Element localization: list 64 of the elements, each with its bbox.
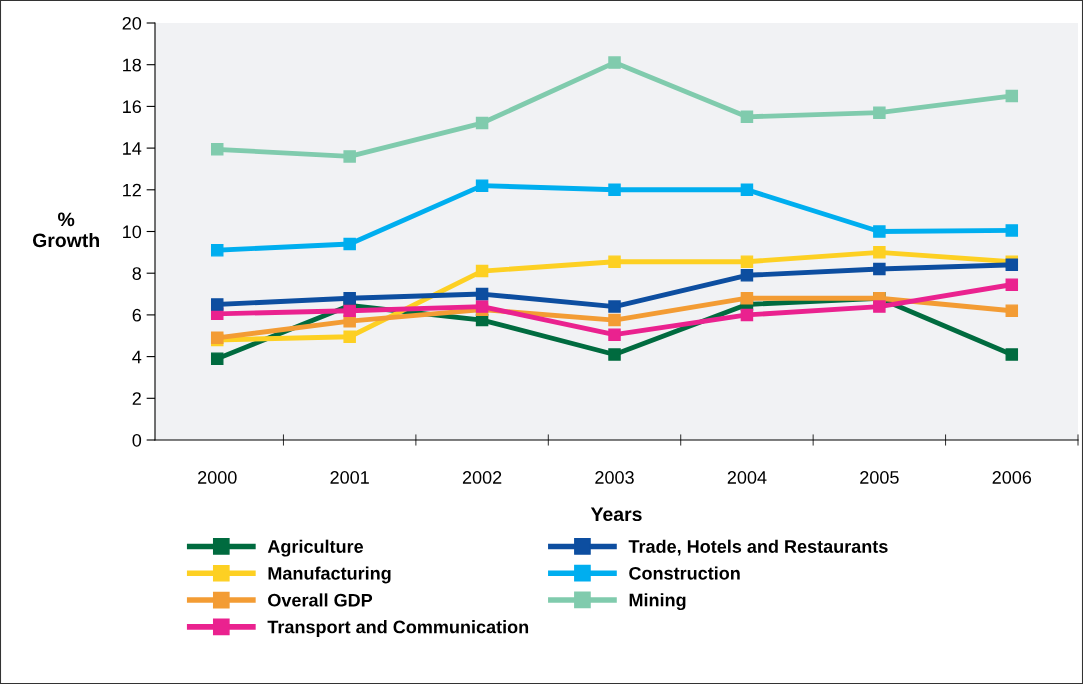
x-tick-label: 2003: [595, 471, 634, 484]
point: [740, 308, 754, 322]
x-tick-label: 2004: [727, 471, 767, 484]
x-tick-label: 2005: [860, 471, 899, 484]
y-tick-label: 10: [123, 225, 142, 239]
x-tick-label: 2001: [330, 471, 369, 484]
point: [475, 264, 489, 278]
x-axis-title: Years: [590, 507, 642, 522]
x-tick-label: 2006: [992, 471, 1032, 484]
point: [475, 179, 489, 192]
point: [608, 183, 621, 197]
legend-label: Trade, Hotels and Restaurants: [628, 539, 888, 556]
point: [475, 116, 489, 130]
y-axis-title: % Growth: [32, 212, 99, 248]
point: [873, 225, 886, 238]
y-tick-label: 18: [123, 58, 142, 72]
point: [1005, 304, 1019, 317]
point: [210, 352, 224, 365]
y-tick-label: 16: [123, 100, 142, 114]
legend-label: Manufacturing: [268, 566, 391, 584]
point: [873, 262, 886, 276]
point: [1005, 278, 1019, 291]
point: [608, 56, 621, 69]
point: [210, 298, 224, 311]
y-tick-label: 0: [132, 433, 142, 447]
point: [740, 269, 754, 282]
point: [343, 150, 356, 163]
point: [608, 255, 621, 268]
legend-label: Construction: [629, 566, 740, 580]
point: [343, 330, 356, 344]
y-tick-label: 2: [132, 392, 141, 405]
point: [608, 328, 621, 341]
y-tick-label: 4: [132, 350, 142, 364]
point: [608, 300, 621, 313]
point: [740, 255, 754, 268]
point: [1005, 224, 1019, 237]
x-tick-label: 2000: [198, 471, 237, 484]
point: [210, 244, 224, 257]
point: [608, 348, 621, 361]
y-tick-label: 14: [123, 142, 142, 155]
point: [475, 287, 489, 301]
y-tick-label: 6: [132, 308, 142, 322]
legend-label: Mining: [629, 593, 686, 611]
point: [873, 246, 886, 259]
y-tick-label: 8: [132, 267, 142, 280]
point: [740, 110, 754, 124]
point: [740, 183, 754, 197]
point: [343, 291, 356, 305]
point: [740, 291, 754, 305]
y-tick-label: 12: [123, 183, 141, 197]
x-tick-label: 2002: [462, 471, 502, 484]
legend-label: Overall GDP: [268, 593, 373, 607]
legend-label: Transport and Communication: [267, 620, 529, 637]
point: [343, 304, 356, 317]
point: [608, 313, 621, 327]
point: [1005, 89, 1019, 103]
point: [873, 106, 886, 119]
point: [1005, 348, 1019, 361]
point: [873, 300, 886, 313]
point: [343, 237, 356, 251]
legend-label: Agriculture: [267, 539, 364, 557]
point: [210, 143, 224, 156]
y-tick-label: 20: [122, 16, 142, 30]
point: [1005, 258, 1019, 272]
